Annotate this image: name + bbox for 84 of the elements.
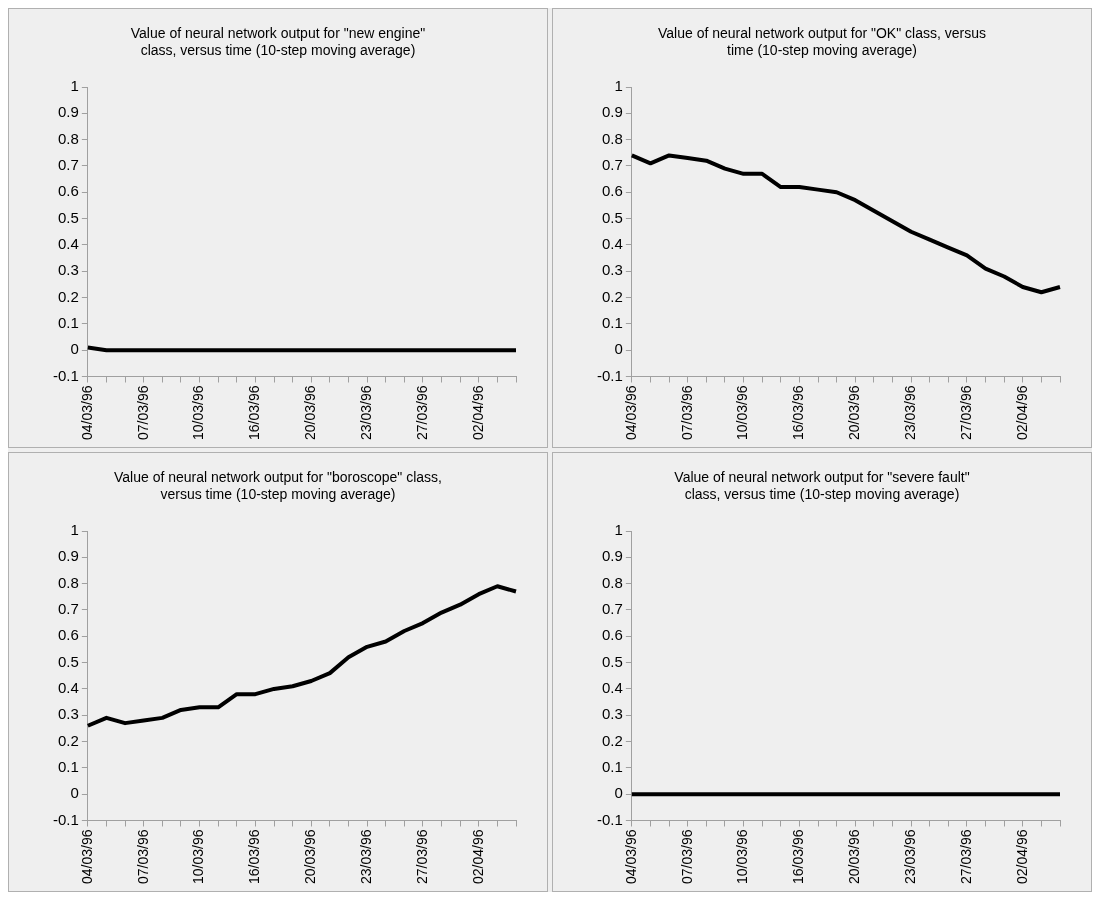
y-tick-label: 1 [70, 521, 79, 539]
x-tick-label: 23/03/96 [357, 385, 374, 440]
y-tick-label: 0 [614, 784, 623, 802]
y-tick-label: 0.1 [601, 758, 623, 776]
y-tick-label: 0.1 [57, 758, 79, 776]
x-tick-label: 10/03/96 [734, 829, 751, 884]
x-tick-label: 04/03/96 [622, 385, 639, 440]
y-tick-label: 1 [614, 521, 623, 539]
x-tick-label: 07/03/96 [678, 829, 695, 884]
y-tick-label: -0.1 [596, 810, 623, 828]
y-tick-label: 0 [70, 784, 79, 802]
y-tick-label: 0.6 [57, 626, 79, 644]
x-tick-label: 04/03/96 [78, 385, 95, 440]
x-tick-label: 07/03/96 [134, 829, 151, 884]
x-tick-label: 23/03/96 [901, 829, 918, 884]
y-tick-label: 0.2 [57, 287, 79, 305]
x-tick-label: 04/03/96 [622, 829, 639, 884]
y-tick-label: -0.1 [52, 810, 79, 828]
y-tick-label: 0.6 [601, 182, 623, 200]
y-tick-label: -0.1 [52, 366, 79, 384]
x-tick-label: 23/03/96 [901, 385, 918, 440]
x-tick-label: 07/03/96 [134, 385, 151, 440]
chart-title: Value of neural network output for "severe fault" class, versus time (10-step moving average) [673, 469, 971, 504]
x-tick-label: 02/04/96 [469, 829, 486, 884]
y-tick-label: 0.3 [57, 705, 79, 723]
y-tick-label: 1 [614, 77, 623, 95]
y-tick-label: 0.1 [601, 314, 623, 332]
y-tick-label: 0.3 [601, 705, 623, 723]
y-tick-label: 0.2 [57, 731, 79, 749]
x-tick-label: 16/03/96 [790, 385, 807, 440]
chart-title: Value of neural network output for "boroscope" class, versus time (10-step moving average) [113, 469, 443, 504]
y-tick-label: 0.4 [601, 679, 623, 697]
x-tick-label: 16/03/96 [246, 829, 263, 884]
x-tick-label: 02/04/96 [469, 385, 486, 440]
x-tick-label: 10/03/96 [190, 385, 207, 440]
y-tick-label: 0.7 [601, 156, 623, 174]
y-tick-label: 0.2 [601, 731, 623, 749]
x-tick-label: 16/03/96 [790, 829, 807, 884]
x-tick-label: 02/04/96 [1013, 829, 1030, 884]
y-tick-label: 0.8 [601, 573, 623, 591]
y-tick-label: 0 [614, 340, 623, 358]
y-tick-label: 0.7 [57, 600, 79, 618]
x-tick-label: 27/03/96 [957, 829, 974, 884]
y-tick-label: 0.3 [601, 261, 623, 279]
y-tick-label: 0.4 [601, 235, 623, 253]
y-tick-label: 0.8 [601, 129, 623, 147]
y-tick-label: 0.6 [57, 182, 79, 200]
x-tick-label: 10/03/96 [190, 829, 207, 884]
x-tick-label: 20/03/96 [302, 829, 319, 884]
y-tick-label: 0.8 [57, 129, 79, 147]
x-tick-label: 23/03/96 [357, 829, 374, 884]
y-tick-label: 0 [70, 340, 79, 358]
y-tick-label: 0.5 [57, 652, 79, 670]
x-tick-label: 20/03/96 [302, 385, 319, 440]
y-tick-label: 0.4 [57, 235, 79, 253]
y-tick-label: 0.3 [57, 261, 79, 279]
y-tick-label: 0.9 [57, 547, 79, 565]
x-tick-label: 04/03/96 [78, 829, 95, 884]
y-tick-label: 0.9 [57, 103, 79, 121]
y-tick-label: 0.1 [57, 314, 79, 332]
x-tick-label: 02/04/96 [1013, 385, 1030, 440]
chart-title: Value of neural network output for "new engine" class, versus time (10-step moving average) [129, 25, 427, 60]
x-tick-label: 10/03/96 [734, 385, 751, 440]
chart-title: Value of neural network output for "OK" class, versus time (10-step moving average) [657, 25, 987, 60]
x-tick-label: 20/03/96 [846, 829, 863, 884]
y-tick-label: 0.9 [601, 547, 623, 565]
x-tick-label: 20/03/96 [846, 385, 863, 440]
y-tick-label: 0.5 [57, 208, 79, 226]
y-tick-label: 0.7 [601, 600, 623, 618]
y-tick-label: 0.8 [57, 573, 79, 591]
y-tick-label: 0.6 [601, 626, 623, 644]
y-tick-label: 0.5 [601, 652, 623, 670]
x-tick-label: 27/03/96 [413, 829, 430, 884]
x-tick-label: 27/03/96 [413, 385, 430, 440]
y-tick-label: 0.4 [57, 679, 79, 697]
y-tick-label: 0.5 [601, 208, 623, 226]
x-tick-label: 16/03/96 [246, 385, 263, 440]
y-tick-label: 0.2 [601, 287, 623, 305]
y-tick-label: -0.1 [596, 366, 623, 384]
x-tick-label: 07/03/96 [678, 385, 695, 440]
y-tick-label: 0.7 [57, 156, 79, 174]
y-tick-label: 0.9 [601, 103, 623, 121]
x-tick-label: 27/03/96 [957, 385, 974, 440]
y-tick-label: 1 [70, 77, 79, 95]
